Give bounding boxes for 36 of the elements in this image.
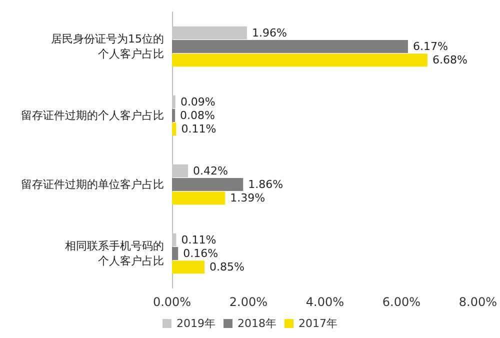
data-label: 0.08% <box>180 109 216 122</box>
x-tick-label: 0.00% <box>152 295 192 309</box>
bar <box>172 192 226 205</box>
x-tick-label: 4.00% <box>306 295 344 309</box>
bar <box>172 164 188 178</box>
data-label: 6.68% <box>432 54 468 67</box>
data-label: 0.42% <box>193 164 228 178</box>
legend-label: 2019年 <box>176 317 216 330</box>
data-label: 0.11% <box>181 233 216 246</box>
data-label: 0.11% <box>181 122 216 136</box>
x-tick-label: 6.00% <box>382 295 421 309</box>
data-label: 1.96% <box>252 26 287 40</box>
bar <box>172 260 205 274</box>
data-label: 0.16% <box>183 247 218 260</box>
y-tick-label: 相同联系手机号码的个人客户占比 <box>65 240 164 268</box>
y-tick-label: 居民身份证号为15位的个人客户占比 <box>51 32 164 60</box>
data-label: 1.39% <box>230 192 266 205</box>
data-label: 0.09% <box>180 95 216 108</box>
data-label: 1.86% <box>248 178 284 191</box>
bar <box>172 26 247 40</box>
x-tick-label: 8.00% <box>458 295 497 309</box>
bar <box>172 95 176 108</box>
y-tick-label: 留存证件过期的个人客户占比 <box>21 109 164 122</box>
data-label: 6.17% <box>412 40 448 53</box>
bar <box>172 247 178 260</box>
data-label: 0.85% <box>210 260 244 274</box>
bar <box>172 122 176 136</box>
bar <box>172 233 176 246</box>
legend-label: 2018年 <box>238 317 277 330</box>
bar <box>172 109 176 122</box>
bar <box>172 54 428 67</box>
x-tick-label: 2.00% <box>229 295 268 309</box>
bar <box>172 178 244 191</box>
legend-label: 2017年 <box>298 317 338 330</box>
y-tick-label: 留存证件过期的单位客户占比 <box>21 178 164 191</box>
bar <box>172 40 408 53</box>
